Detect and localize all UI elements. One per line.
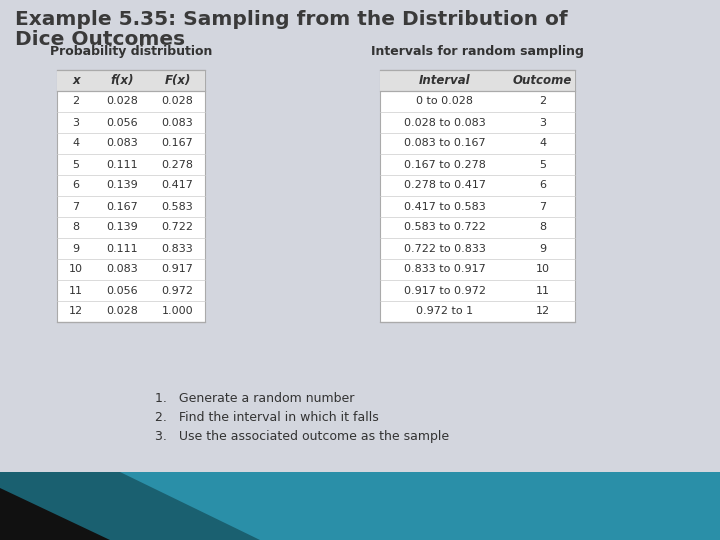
Text: 3: 3 xyxy=(539,118,546,127)
FancyBboxPatch shape xyxy=(57,70,205,91)
Text: x: x xyxy=(72,74,80,87)
Text: 1.   Generate a random number: 1. Generate a random number xyxy=(155,392,354,405)
Text: 0.111: 0.111 xyxy=(107,244,138,253)
Text: 12: 12 xyxy=(536,307,549,316)
Text: 0.139: 0.139 xyxy=(107,180,138,191)
Text: 10: 10 xyxy=(69,265,83,274)
Text: 0.917: 0.917 xyxy=(161,265,194,274)
Text: 9: 9 xyxy=(539,244,546,253)
Text: 4: 4 xyxy=(73,138,80,149)
Polygon shape xyxy=(0,488,110,540)
Text: Interval: Interval xyxy=(419,74,471,87)
Text: 0 to 0.028: 0 to 0.028 xyxy=(416,97,474,106)
Text: 0.278: 0.278 xyxy=(161,159,194,170)
Text: 0.167: 0.167 xyxy=(107,201,138,212)
Text: 0.917 to 0.972: 0.917 to 0.972 xyxy=(404,286,486,295)
Text: 0.111: 0.111 xyxy=(107,159,138,170)
Text: 0.028 to 0.083: 0.028 to 0.083 xyxy=(404,118,486,127)
Text: 0.722: 0.722 xyxy=(161,222,194,233)
Text: 6: 6 xyxy=(73,180,79,191)
Text: Example 5.35: Sampling from the Distribution of: Example 5.35: Sampling from the Distribu… xyxy=(15,10,567,29)
Text: Intervals for random sampling: Intervals for random sampling xyxy=(371,45,584,58)
Text: 3: 3 xyxy=(73,118,79,127)
Text: 0.167: 0.167 xyxy=(161,138,194,149)
Text: Outcome: Outcome xyxy=(513,74,572,87)
Text: 0.083: 0.083 xyxy=(161,118,194,127)
Text: 0.417 to 0.583: 0.417 to 0.583 xyxy=(404,201,486,212)
Text: 7: 7 xyxy=(73,201,80,212)
Text: 2: 2 xyxy=(539,97,546,106)
Text: 1.000: 1.000 xyxy=(162,307,193,316)
Text: 0.083: 0.083 xyxy=(107,138,138,149)
Text: 6: 6 xyxy=(539,180,546,191)
Text: 0.833 to 0.917: 0.833 to 0.917 xyxy=(404,265,486,274)
Text: 2: 2 xyxy=(73,97,80,106)
Text: 11: 11 xyxy=(536,286,549,295)
Text: 0.583: 0.583 xyxy=(161,201,194,212)
Text: 0.278 to 0.417: 0.278 to 0.417 xyxy=(404,180,486,191)
FancyBboxPatch shape xyxy=(380,70,575,322)
FancyBboxPatch shape xyxy=(380,70,575,91)
Text: 2.   Find the interval in which it falls: 2. Find the interval in which it falls xyxy=(155,411,379,424)
Text: 0.972: 0.972 xyxy=(161,286,194,295)
Text: 8: 8 xyxy=(539,222,546,233)
Text: Dice Outcomes: Dice Outcomes xyxy=(15,30,185,49)
Text: Probability distribution: Probability distribution xyxy=(50,45,212,58)
Text: 3.   Use the associated outcome as the sample: 3. Use the associated outcome as the sam… xyxy=(155,430,449,443)
Text: 0.167 to 0.278: 0.167 to 0.278 xyxy=(404,159,486,170)
Polygon shape xyxy=(0,472,260,540)
Text: 11: 11 xyxy=(69,286,83,295)
Text: 12: 12 xyxy=(69,307,83,316)
Text: 0.028: 0.028 xyxy=(107,307,138,316)
Text: 0.417: 0.417 xyxy=(161,180,194,191)
Text: 0.028: 0.028 xyxy=(107,97,138,106)
Text: 0.833: 0.833 xyxy=(161,244,194,253)
Text: 0.083: 0.083 xyxy=(107,265,138,274)
Text: 9: 9 xyxy=(73,244,80,253)
Text: F(x): F(x) xyxy=(164,74,191,87)
Text: 5: 5 xyxy=(73,159,79,170)
Text: 0.139: 0.139 xyxy=(107,222,138,233)
Bar xyxy=(0,472,720,540)
Text: 7: 7 xyxy=(539,201,546,212)
FancyBboxPatch shape xyxy=(57,70,205,322)
Text: 0.972 to 1: 0.972 to 1 xyxy=(416,307,474,316)
Text: 0.583 to 0.722: 0.583 to 0.722 xyxy=(404,222,486,233)
Text: 0.083 to 0.167: 0.083 to 0.167 xyxy=(404,138,486,149)
Text: 0.722 to 0.833: 0.722 to 0.833 xyxy=(404,244,486,253)
Text: 10: 10 xyxy=(536,265,549,274)
Text: 0.056: 0.056 xyxy=(107,118,138,127)
Text: 0.028: 0.028 xyxy=(161,97,194,106)
Text: 8: 8 xyxy=(73,222,80,233)
Text: 0.056: 0.056 xyxy=(107,286,138,295)
Text: 5: 5 xyxy=(539,159,546,170)
Text: 4: 4 xyxy=(539,138,546,149)
Text: f(x): f(x) xyxy=(111,74,134,87)
